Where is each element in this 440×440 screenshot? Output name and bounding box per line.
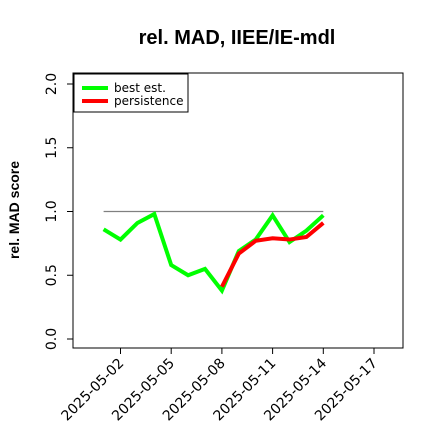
plot-area	[102, 210, 325, 295]
y-tick-label: 2.0	[44, 73, 60, 95]
y-tick-label: 1.5	[44, 137, 60, 159]
y-axis: 0.0 0.5 1.0 1.5 2.0	[44, 73, 73, 350]
y-tick-label: 0.5	[44, 264, 60, 286]
chart-title: rel. MAD, IIEE/IE-mdl	[139, 27, 336, 49]
y-axis-label: rel. MAD score	[6, 161, 22, 259]
legend-label-best-est: best est.	[114, 81, 166, 95]
series-line-persistence	[220, 221, 325, 288]
legend-box	[73, 73, 189, 113]
plot-frame	[72, 72, 404, 349]
legend: best est. persistence	[73, 73, 189, 113]
y-tick-label: 0.0	[44, 328, 60, 350]
legend-label-persistence: persistence	[114, 94, 183, 108]
y-tick-label: 1.0	[44, 200, 60, 222]
